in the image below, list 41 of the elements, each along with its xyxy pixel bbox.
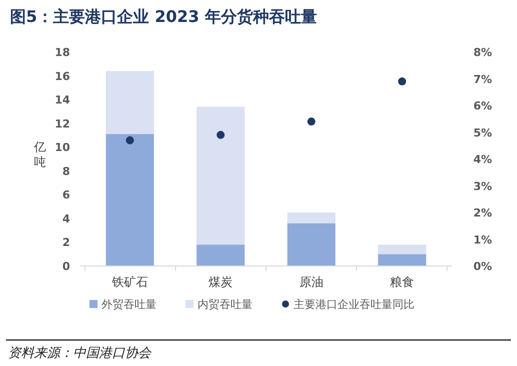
point bbox=[216, 130, 225, 139]
bar bbox=[378, 254, 426, 266]
bar bbox=[287, 212, 336, 224]
x-tick-label: 铁矿石 bbox=[110, 275, 148, 289]
text: 资料来源：中国港口协会 bbox=[8, 346, 152, 361]
chart-title: 图5：主要港口企业 2023 年分货种吞吐量 bbox=[10, 7, 317, 26]
y-tick-label: 6 bbox=[62, 188, 70, 202]
y-tick-label: 4 bbox=[62, 212, 70, 226]
y2-tick-label: 7% bbox=[473, 72, 492, 86]
y2-tick-label: 3% bbox=[473, 180, 492, 193]
bar bbox=[287, 223, 336, 266]
bar bbox=[106, 134, 154, 266]
legend-label: 主要港口企业吞吐量同比 bbox=[294, 298, 414, 311]
bar bbox=[196, 244, 245, 266]
y2-tick-label: 1% bbox=[473, 233, 492, 246]
y-tick-label: 16 bbox=[54, 70, 70, 83]
y-tick-label: 14 bbox=[54, 94, 70, 107]
point bbox=[398, 77, 406, 86]
y2-tick-label: 8% bbox=[473, 46, 492, 59]
x-tick-label: 煤炭 bbox=[208, 275, 233, 289]
x-tick-label: 粮食 bbox=[390, 275, 414, 289]
legend-label: 内贸吞吐量 bbox=[198, 298, 252, 311]
y-axis-title: 亿吨 bbox=[33, 140, 46, 169]
y2-tick-label: 4% bbox=[473, 153, 492, 166]
y-tick-label: 8 bbox=[62, 164, 70, 178]
y2-tick-label: 2% bbox=[473, 206, 492, 220]
y2-tick-label: 6% bbox=[473, 100, 492, 112]
point bbox=[307, 118, 316, 126]
bar bbox=[106, 71, 154, 134]
y2-tick-label: 0% bbox=[473, 260, 492, 273]
legend-label: 外贸吞吐量 bbox=[102, 298, 156, 311]
y-tick-label: 0 bbox=[62, 260, 70, 273]
y2-tick-label: 5% bbox=[473, 126, 492, 140]
point bbox=[126, 136, 134, 144]
bar bbox=[378, 244, 426, 254]
y-tick-label: 18 bbox=[54, 46, 70, 59]
y-tick-label: 2 bbox=[62, 236, 70, 250]
y-tick-label: 10 bbox=[54, 141, 70, 154]
bar bbox=[196, 106, 245, 245]
x-tick-label: 原油 bbox=[299, 275, 324, 289]
y-tick-label: 12 bbox=[54, 117, 70, 130]
